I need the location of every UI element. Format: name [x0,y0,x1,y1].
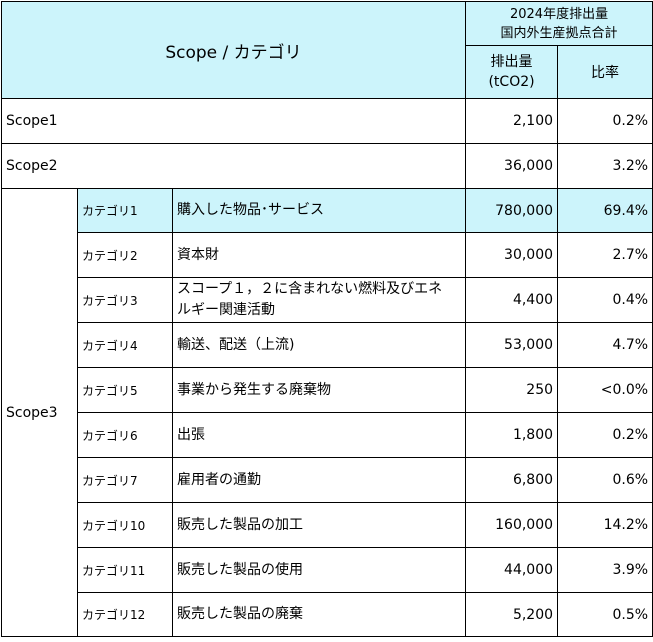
table-row: カテゴリ11 販売した製品の使用 44,000 3.9% [2,547,653,593]
category-description: 出張 [171,412,467,458]
table-row: カテゴリ7 雇用者の通勤 6,800 0.6% [2,457,653,503]
category-description: 資本財 [171,232,467,278]
scope1-ratio: 0.2% [557,98,653,144]
group-title-line1: 2024年度排出量 [509,6,609,22]
scope2-emissions: 36,000 [465,143,559,189]
table-row: カテゴリ12 販売した製品の廃棄 5,200 0.5% [2,592,653,637]
table-row: カテゴリ2 資本財 30,000 2.7% [2,232,653,278]
category-emissions: 30,000 [465,232,559,278]
category-label: カテゴリ12 [77,592,173,637]
category-description-line2: ルギー関連活動 [177,302,275,318]
category-emissions: 5,200 [465,592,559,637]
category-emissions: 160,000 [465,502,559,548]
category-label: カテゴリ10 [77,502,173,548]
category-description: 雇用者の通勤 [171,457,467,503]
category-description: 購入した物品･サービス [171,188,467,233]
category-label: カテゴリ11 [77,547,173,593]
category-ratio: 3.9% [557,547,653,593]
table-row: カテゴリ10 販売した製品の加工 160,000 14.2% [2,502,653,548]
category-description-line1: スコープ１，２に含まれない燃料及びエネ [177,281,443,297]
ratio-header: 比率 [557,45,653,99]
emissions-header-line1: 排出量 [490,54,533,70]
category-label: カテゴリ4 [77,322,173,368]
category-ratio: 0.5% [557,592,653,637]
category-description: 事業から発生する廃棄物 [171,367,467,413]
category-emissions: 250 [465,367,559,413]
category-label: カテゴリ7 [77,457,173,503]
category-label: カテゴリ1 [77,188,173,233]
category-emissions: 4,400 [465,277,559,323]
table-row: カテゴリ5 事業から発生する廃棄物 250 <0.0% [2,367,653,413]
emissions-header: 排出量 (tCO2) [465,45,559,99]
category-ratio: <0.0% [557,367,653,413]
category-ratio: 69.4% [557,188,653,233]
scope1-emissions: 2,100 [465,98,559,144]
table-row-scope2: Scope2 36,000 3.2% [0,143,653,189]
category-description: スコープ１，２に含まれない燃料及びエネ ルギー関連活動 [171,277,467,323]
table-row-scope1: Scope1 2,100 0.2% [0,98,653,144]
category-emissions: 780,000 [465,188,559,233]
scope1-label: Scope1 [0,98,467,144]
category-ratio: 0.4% [557,277,653,323]
scope3-label: Scope3 [1,188,78,637]
category-label: カテゴリ2 [77,232,173,278]
group-title-header: 2024年度排出量 国内外生産拠点合計 [465,1,653,46]
category-emissions: 53,000 [465,322,559,368]
category-description: 輸送、配送（上流) [171,322,467,368]
category-label: カテゴリ6 [77,412,173,458]
category-emissions: 1,800 [465,412,559,458]
scope-category-header: Scope / カテゴリ [0,1,467,99]
category-emissions: 6,800 [465,457,559,503]
category-emissions: 44,000 [465,547,559,593]
category-ratio: 0.6% [557,457,653,503]
emissions-header-line2: (tCO2) [488,74,535,90]
category-ratio: 0.2% [557,412,653,458]
table-row: Scope3 カテゴリ1 購入した物品･サービス 780,000 69.4% [1,188,653,637]
scope2-ratio: 3.2% [557,143,653,189]
category-label: カテゴリ5 [77,367,173,413]
table-row: カテゴリ3 スコープ１，２に含まれない燃料及びエネ ルギー関連活動 4,400 … [2,277,653,323]
scope2-label: Scope2 [0,143,467,189]
category-ratio: 14.2% [557,502,653,548]
category-description: 販売した製品の廃棄 [171,592,467,637]
category-label: カテゴリ3 [77,277,173,323]
category-description: 販売した製品の加工 [171,502,467,548]
category-ratio: 2.7% [557,232,653,278]
group-title-line2: 国内外生産拠点合計 [500,25,618,41]
table-row: カテゴリ4 輸送、配送（上流) 53,000 4.7% [2,322,653,368]
table-row: カテゴリ6 出張 1,800 0.2% [2,412,653,458]
category-ratio: 4.7% [557,322,653,368]
category-description: 販売した製品の使用 [171,547,467,593]
